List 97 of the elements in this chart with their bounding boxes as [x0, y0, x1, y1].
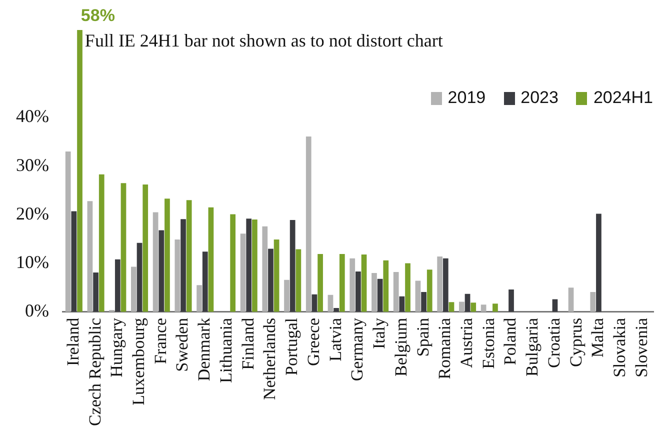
x-tick-label: Portugal [282, 318, 302, 376]
bar [399, 296, 405, 312]
x-tick-label: Latvia [326, 317, 345, 362]
bar [426, 270, 432, 312]
bar [590, 292, 596, 312]
bar [290, 220, 296, 312]
legend-label: 2024H1 [593, 88, 653, 108]
x-tick-label: Bulgaria [522, 317, 542, 376]
annotation: Full IE 24H1 bar not shown as to not distort chart [84, 30, 443, 51]
bar [240, 234, 246, 312]
bar [208, 207, 214, 312]
bar [284, 280, 290, 312]
bar [470, 302, 476, 312]
bar [442, 258, 448, 312]
bar [142, 184, 148, 312]
x-tick-label: Denmark [194, 317, 214, 382]
x-tick-label: Belgium [391, 318, 410, 376]
bar [372, 273, 377, 312]
bar [480, 304, 486, 312]
x-tick-label: Malta [588, 317, 608, 358]
bar [415, 280, 421, 312]
bar [87, 201, 93, 312]
x-tick-label: Ireland [63, 317, 82, 366]
y-tick-label: 10% [16, 252, 49, 272]
x-tick-label: Czech Republic [85, 317, 104, 426]
bar [361, 254, 367, 312]
bar [164, 198, 170, 312]
bar [296, 249, 302, 312]
bar [120, 183, 126, 312]
bar [318, 254, 323, 312]
x-tick-label: Luxembourg [128, 317, 148, 406]
bar [114, 259, 120, 312]
bar [492, 304, 498, 312]
bar [77, 30, 82, 312]
x-tick-label: Estonia [478, 317, 498, 369]
bar [158, 230, 164, 312]
bar [262, 226, 268, 312]
x-tick-label: Italy [370, 317, 389, 350]
bar [246, 218, 252, 312]
bar [186, 200, 192, 312]
bar [377, 278, 383, 312]
bar [383, 260, 389, 312]
x-tick-label: Poland [500, 317, 520, 366]
x-tick-label: Spain [413, 317, 432, 357]
legend-label: 2023 [520, 88, 558, 108]
bar [339, 254, 345, 312]
bar [437, 256, 443, 312]
bar [180, 219, 186, 312]
y-tick-label: 30% [16, 154, 49, 175]
bar [98, 174, 104, 312]
x-tick-label: Cyprus [566, 318, 586, 368]
x-tick-label: Hungary [107, 317, 126, 378]
bar [334, 308, 340, 312]
bar [71, 211, 77, 312]
bar [93, 272, 98, 312]
x-tick-label: Austria [456, 317, 476, 368]
bar [508, 290, 514, 312]
x-tick-label: Netherlands [260, 318, 280, 400]
bar [568, 288, 574, 312]
bar [356, 272, 361, 312]
bar [202, 252, 208, 312]
bar [174, 239, 180, 312]
bar [152, 212, 158, 312]
bar [131, 266, 136, 312]
bar [328, 294, 334, 312]
x-tick-label: Greece [304, 318, 323, 366]
bar [393, 272, 399, 312]
bar [274, 239, 280, 312]
bar [268, 248, 274, 312]
bar [65, 152, 71, 312]
x-tick-label: Slovenia [632, 317, 651, 378]
bar [350, 258, 356, 312]
legend-label: 2019 [448, 88, 486, 108]
bar [405, 263, 410, 312]
x-tick-label: Croatia [544, 317, 564, 368]
bar [306, 136, 312, 312]
annotation: 58% [80, 6, 115, 26]
x-tick-label: France [150, 318, 170, 364]
bar [136, 242, 142, 312]
x-tick-label: Finland [238, 317, 258, 370]
y-tick-label: 40% [16, 106, 49, 126]
x-tick-label: Slovakia [610, 317, 630, 378]
bar [464, 294, 470, 312]
bar [230, 214, 236, 312]
y-tick-label: 0% [24, 300, 49, 321]
bar [312, 294, 318, 312]
bar [596, 214, 602, 312]
bar [448, 302, 454, 312]
bar [459, 302, 464, 312]
bar [196, 285, 202, 312]
x-tick-label: Sweden [172, 317, 192, 372]
x-tick-label: Germany [348, 317, 367, 382]
bar [421, 292, 426, 312]
bar [252, 220, 258, 312]
x-tick-label: Romania [435, 317, 454, 380]
x-tick-label: Lithuania [216, 317, 236, 384]
y-tick-label: 20% [16, 203, 49, 224]
